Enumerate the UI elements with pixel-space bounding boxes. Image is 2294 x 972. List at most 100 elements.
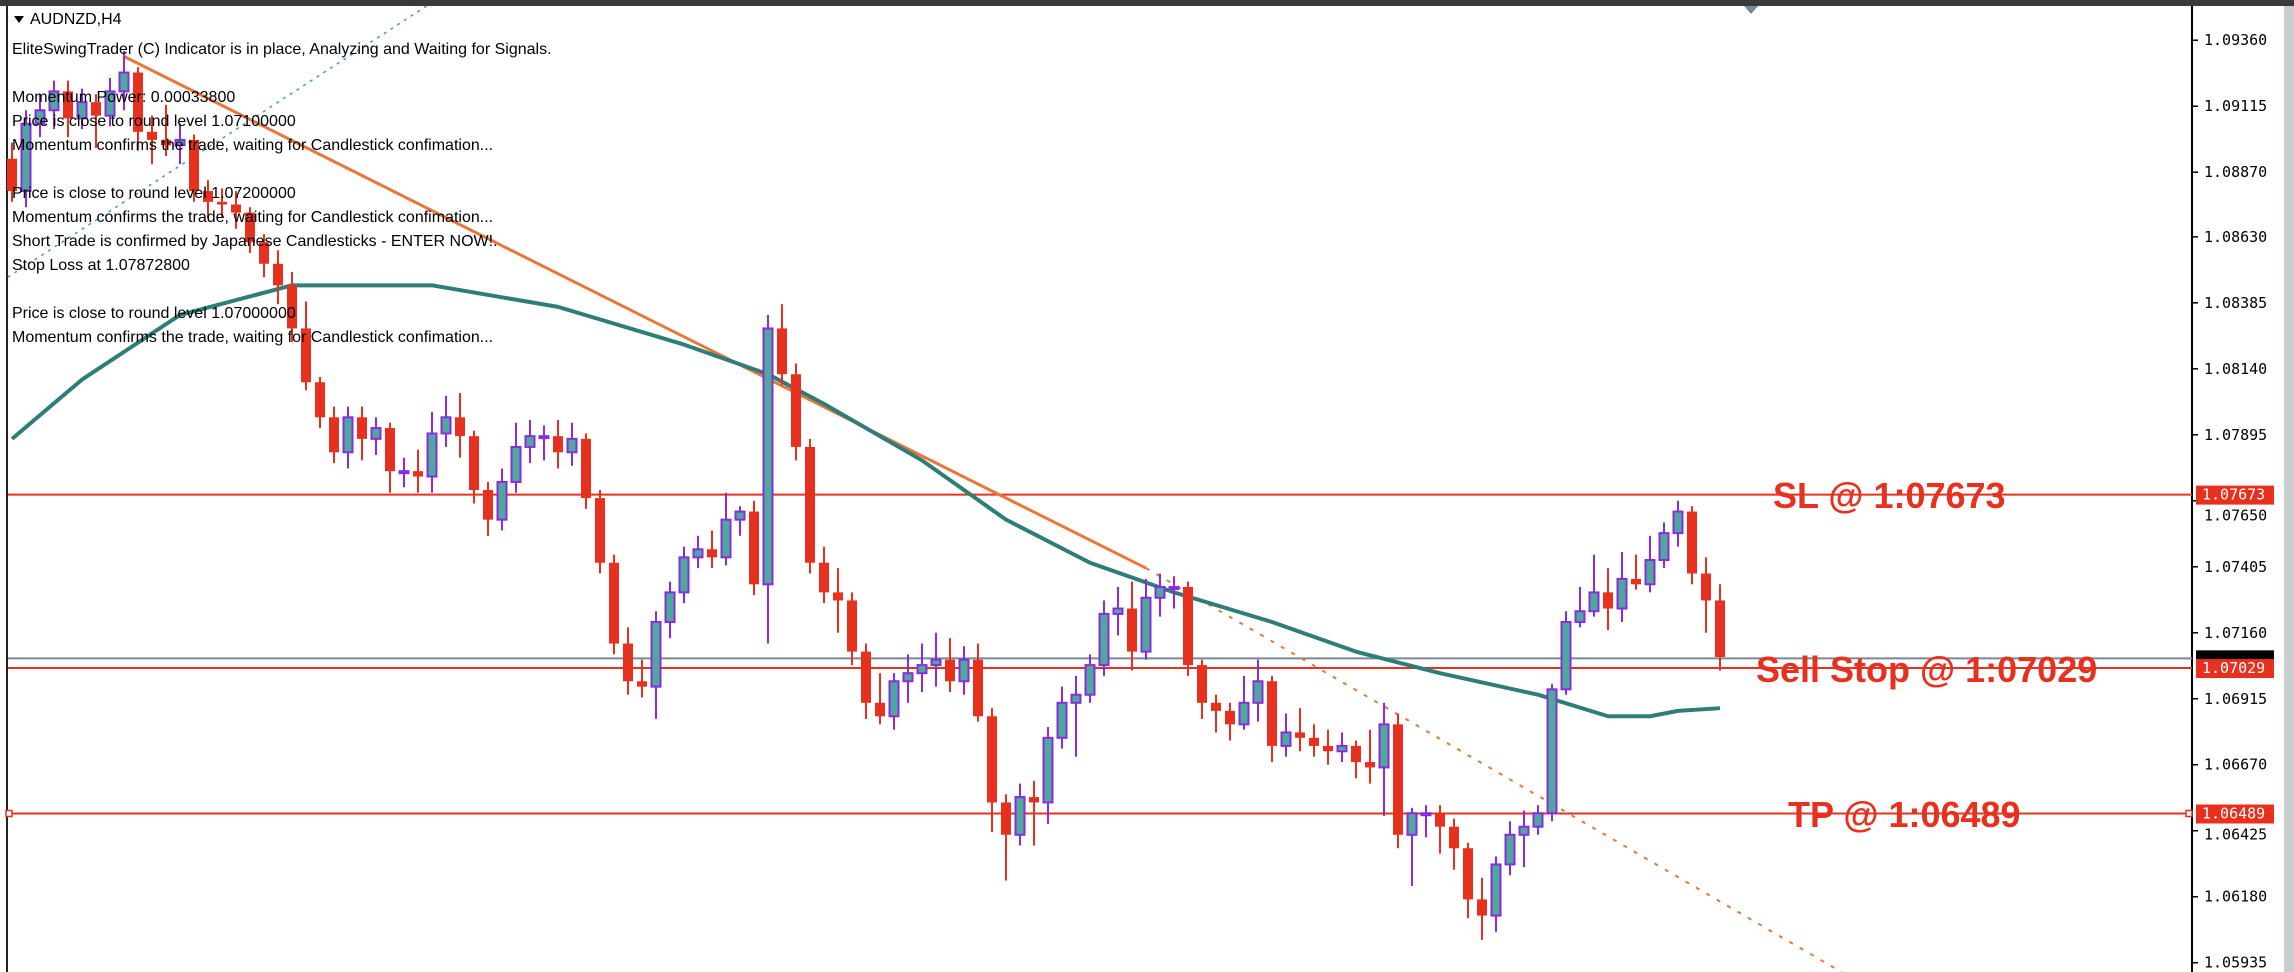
candle (1280, 713, 1292, 757)
candle-body-bullish (398, 470, 410, 475)
candle-body-bullish (1070, 693, 1082, 704)
candle-body-bullish (1378, 723, 1390, 769)
candle-body-bearish (329, 417, 339, 453)
candle (524, 419, 536, 464)
candle (1084, 654, 1096, 703)
candle (1574, 586, 1586, 628)
y-tick-label: 1.08140 (2204, 360, 2267, 378)
candle-body-bearish (819, 562, 829, 593)
candle (245, 207, 255, 254)
candle (1295, 708, 1305, 752)
candle-body-bearish (301, 328, 311, 383)
right-scrollbar[interactable] (2284, 6, 2294, 972)
candle-body-bullish (34, 109, 46, 125)
candle (1098, 600, 1110, 676)
candle-body-bullish (1280, 731, 1292, 747)
candle-body-bullish (174, 138, 186, 147)
candle (1449, 818, 1459, 870)
y-tick-label: 1.08385 (2204, 294, 2267, 312)
candle (1490, 856, 1502, 932)
candle (1225, 702, 1235, 741)
candle-body-bearish (1001, 802, 1011, 835)
candle (104, 77, 116, 127)
candle-body-bearish (1323, 745, 1333, 752)
price-axis: 1.09360 1.09115 1.08870 1.08630 1.08385 1.081… (2192, 31, 2274, 972)
candle-body-bullish (1252, 680, 1264, 704)
candle-body-bearish (707, 549, 717, 558)
candle-body-bullish (1518, 825, 1530, 836)
candle (7, 142, 17, 202)
candle-body-bearish (357, 417, 367, 439)
sell-stop-price-tag (2196, 659, 2274, 679)
candle-body-bullish (1532, 812, 1544, 828)
candle (1532, 805, 1544, 835)
candle-body-bearish (1309, 737, 1319, 746)
top-border (0, 0, 2294, 6)
candle-body-bullish (496, 480, 508, 521)
candle (259, 234, 269, 278)
trendline-solid (123, 55, 1147, 570)
candle (1477, 877, 1487, 940)
candle-body-bearish (847, 600, 857, 652)
candle-body-bullish (958, 658, 970, 683)
candle-body-bullish (888, 680, 900, 718)
tp-annotation: TP @ 1:06489 (1788, 794, 2021, 835)
candle-body-bearish (217, 201, 227, 205)
candle (217, 188, 227, 218)
candle (1518, 810, 1530, 868)
collapse-triangle-icon[interactable] (14, 16, 24, 23)
candle (1154, 573, 1166, 617)
candle (888, 673, 900, 730)
indicator-lines (7, 4, 1844, 972)
candle-body-bearish (987, 716, 997, 803)
y-tick-label: 1.09360 (2204, 31, 2267, 49)
candle-body-bullish (1336, 744, 1348, 753)
candle-body-bearish (1197, 665, 1207, 703)
y-tick-label: 1.07160 (2204, 624, 2267, 642)
candle (161, 104, 171, 157)
candle (1616, 551, 1628, 622)
candle (1546, 683, 1558, 822)
candle (1029, 780, 1039, 846)
candle-body-bearish (861, 651, 871, 703)
candle (1504, 821, 1516, 876)
candle (147, 115, 157, 165)
candle-body-bearish (1295, 732, 1305, 738)
candle-body-bearish (273, 263, 283, 286)
trendline-dashed (1145, 567, 1844, 972)
candle (398, 457, 410, 488)
candle-body-bearish (637, 681, 647, 687)
sell-stop-annotation: Sell Stop @ 1:07029 (1756, 649, 2097, 690)
candle (958, 646, 970, 695)
candle (440, 395, 452, 447)
candle (762, 314, 774, 644)
candle-body-bullish (678, 556, 690, 594)
candle-body-bearish (1365, 762, 1375, 768)
candle (1001, 794, 1011, 881)
y-tick-label: 1.07405 (2204, 558, 2267, 576)
candle (902, 654, 914, 703)
candle (1463, 842, 1473, 919)
candle-body-bearish (161, 139, 171, 146)
candle-body-bearish (203, 191, 213, 202)
candle (1070, 675, 1082, 757)
candle (426, 411, 438, 493)
candle-body-bullish (1112, 607, 1124, 615)
candle-body-bullish (440, 416, 452, 435)
candle (650, 611, 662, 719)
indicator-message: Price is close to round level 1.07200000 (12, 185, 296, 202)
candle (581, 433, 591, 509)
candle-body-bullish (720, 518, 732, 559)
shift-marker-icon[interactable] (1744, 6, 1758, 14)
candle (174, 123, 186, 165)
candle-body-bullish (538, 435, 550, 440)
y-tick-label: 1.07650 (2204, 507, 2267, 525)
candles (7, 50, 1725, 940)
candle-body-bearish (1351, 745, 1361, 763)
candle-body-bearish (63, 91, 73, 119)
candle-body-bearish (1477, 899, 1487, 916)
candle-body-bullish (1420, 812, 1432, 817)
candle-body-bearish (483, 490, 493, 520)
candle (1420, 805, 1432, 838)
